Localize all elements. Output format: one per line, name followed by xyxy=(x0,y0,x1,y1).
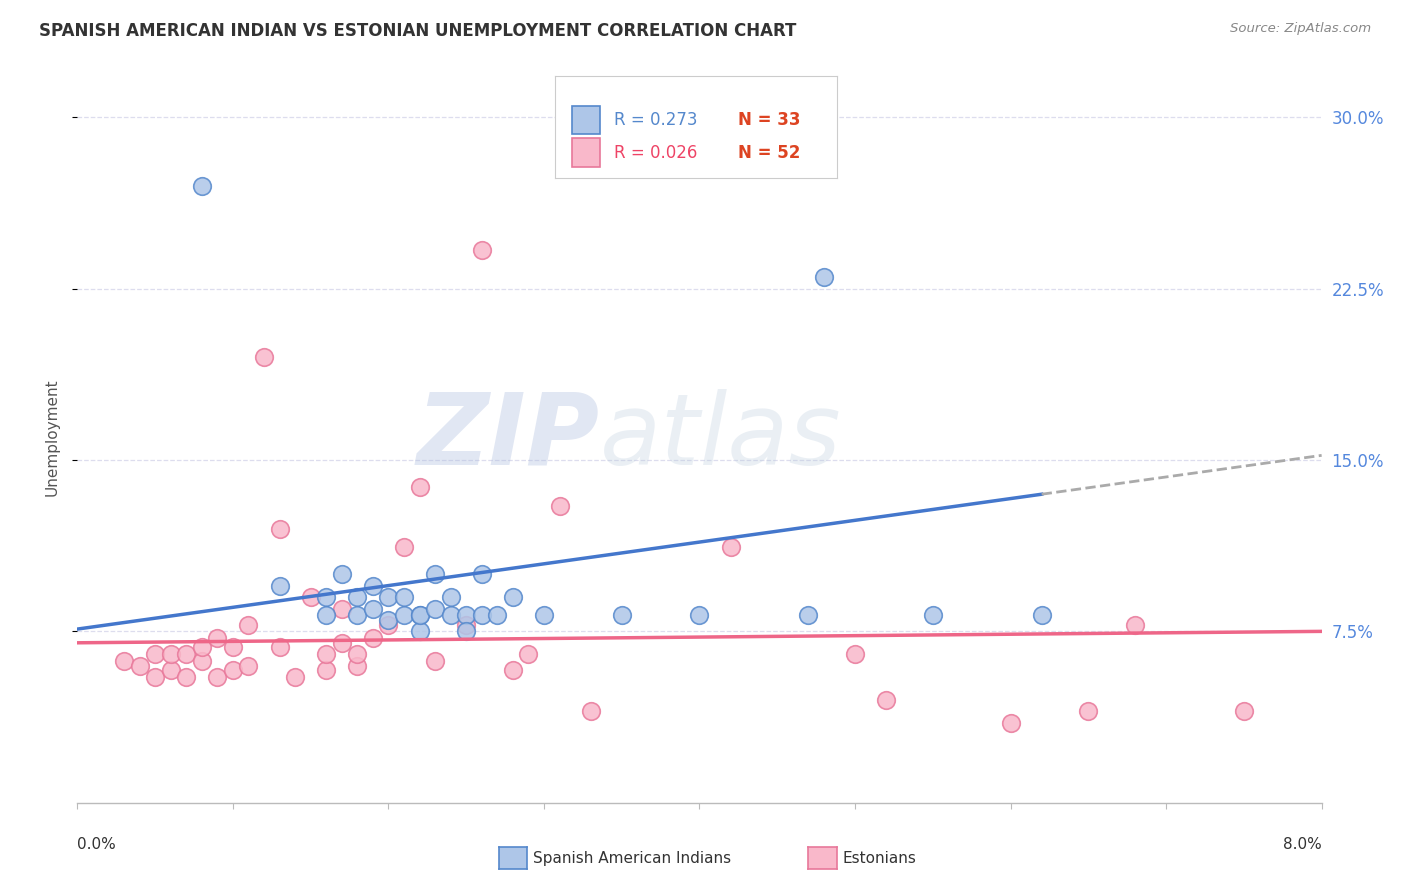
Point xyxy=(408,624,430,639)
Point xyxy=(456,608,478,623)
Point xyxy=(330,636,353,650)
Text: R = 0.273: R = 0.273 xyxy=(614,111,697,129)
Point xyxy=(191,654,214,668)
Point xyxy=(533,608,555,623)
Point xyxy=(377,590,399,604)
Point xyxy=(844,647,866,661)
Text: N = 52: N = 52 xyxy=(738,144,800,161)
Text: 8.0%: 8.0% xyxy=(1282,837,1322,852)
Point xyxy=(456,617,478,632)
Point xyxy=(222,640,245,655)
Point xyxy=(1077,705,1099,719)
Point xyxy=(689,608,711,623)
Point xyxy=(174,647,197,661)
Point xyxy=(377,617,399,632)
Point xyxy=(330,567,353,582)
Point xyxy=(1000,715,1022,730)
Point xyxy=(392,608,415,623)
Point xyxy=(502,663,524,677)
Point xyxy=(315,608,337,623)
Text: ZIP: ZIP xyxy=(418,389,600,485)
Point xyxy=(423,567,446,582)
Text: Estonians: Estonians xyxy=(842,851,917,865)
Bar xyxy=(572,105,600,135)
Point xyxy=(128,658,150,673)
Point xyxy=(315,647,337,661)
Point xyxy=(813,270,835,285)
Point xyxy=(361,601,384,615)
Point xyxy=(112,654,135,668)
Point xyxy=(159,647,181,661)
Text: atlas: atlas xyxy=(600,389,842,485)
Point xyxy=(315,590,337,604)
Point xyxy=(207,670,229,684)
Point xyxy=(408,480,430,494)
Point xyxy=(1031,608,1053,623)
Point xyxy=(408,608,430,623)
Point xyxy=(720,540,742,554)
Point xyxy=(579,705,602,719)
Point xyxy=(377,613,399,627)
Point xyxy=(392,590,415,604)
Point xyxy=(269,640,291,655)
Point xyxy=(486,608,509,623)
Point xyxy=(1123,617,1146,632)
Point xyxy=(1233,705,1256,719)
Point xyxy=(143,670,166,684)
Point xyxy=(921,608,943,623)
Text: 0.0%: 0.0% xyxy=(77,837,117,852)
Point xyxy=(471,608,494,623)
Point xyxy=(423,601,446,615)
Point xyxy=(159,663,181,677)
Point xyxy=(238,617,260,632)
Point xyxy=(191,178,214,193)
Text: SPANISH AMERICAN INDIAN VS ESTONIAN UNEMPLOYMENT CORRELATION CHART: SPANISH AMERICAN INDIAN VS ESTONIAN UNEM… xyxy=(39,22,797,40)
Point xyxy=(471,567,494,582)
Bar xyxy=(572,138,600,167)
Point xyxy=(610,608,633,623)
Point xyxy=(174,670,197,684)
Point xyxy=(502,590,524,604)
Point xyxy=(471,243,494,257)
Point xyxy=(517,647,540,661)
Point xyxy=(222,663,245,677)
Point xyxy=(456,624,478,639)
Point xyxy=(346,658,368,673)
Point xyxy=(253,350,276,364)
Point xyxy=(346,590,368,604)
Point xyxy=(408,608,430,623)
Point xyxy=(238,658,260,673)
Point xyxy=(299,590,322,604)
Point xyxy=(797,608,820,623)
Point xyxy=(207,632,229,646)
Point xyxy=(440,608,463,623)
Point xyxy=(346,647,368,661)
Point xyxy=(269,579,291,593)
Text: Spanish American Indians: Spanish American Indians xyxy=(533,851,731,865)
Point xyxy=(284,670,307,684)
Point xyxy=(875,693,897,707)
Point xyxy=(269,521,291,535)
Point xyxy=(361,632,384,646)
Text: R = 0.026: R = 0.026 xyxy=(614,144,697,161)
Point xyxy=(548,499,571,513)
Point xyxy=(423,654,446,668)
Point xyxy=(392,540,415,554)
Point xyxy=(440,590,463,604)
Y-axis label: Unemployment: Unemployment xyxy=(44,378,59,496)
Point xyxy=(330,601,353,615)
Text: Source: ZipAtlas.com: Source: ZipAtlas.com xyxy=(1230,22,1371,36)
Text: N = 33: N = 33 xyxy=(738,111,800,129)
Point xyxy=(346,608,368,623)
Point xyxy=(315,663,337,677)
Point xyxy=(361,579,384,593)
Point xyxy=(143,647,166,661)
Point xyxy=(191,640,214,655)
